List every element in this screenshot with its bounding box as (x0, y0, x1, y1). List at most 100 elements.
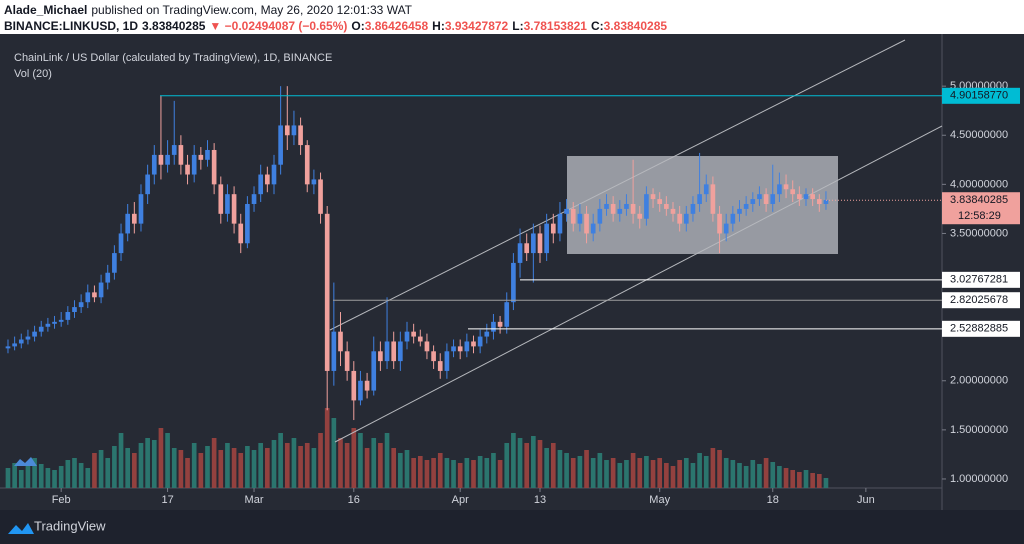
price-level-label: 2.82025678 (950, 294, 1008, 306)
candle-body (85, 292, 91, 303)
volume-bar (797, 472, 802, 488)
candle-body (610, 203, 616, 214)
candle-body (278, 125, 283, 165)
candle-body (763, 194, 769, 204)
chart-title: ChainLink / US Dollar (calculated by Tra… (14, 52, 332, 64)
volume-bar (225, 443, 230, 488)
candle-body (105, 272, 111, 283)
volume-bar (311, 448, 317, 488)
author[interactable]: Alade_Michael (4, 3, 88, 17)
volume-bar (570, 458, 576, 488)
volume-bar (12, 463, 17, 488)
candle-body (344, 351, 350, 371)
candle-body (5, 346, 11, 349)
volume-bar (763, 458, 769, 488)
candle-body (304, 145, 310, 185)
ohlc-label: H: (432, 19, 445, 33)
candle-body (351, 370, 357, 401)
candle-body (577, 213, 583, 224)
candle-body (823, 200, 829, 204)
volume-bar (637, 458, 643, 488)
volume-bar (171, 448, 177, 488)
volume-bar (723, 458, 729, 488)
volume-bar (743, 466, 749, 488)
candle-body (471, 341, 476, 347)
volume-bar (391, 448, 397, 488)
price-level-tag (942, 292, 1020, 309)
candle-body (38, 326, 44, 332)
volume-bar (78, 463, 84, 488)
candle-body (810, 194, 815, 200)
volume-bar (557, 450, 563, 488)
x-tick-label: May (649, 494, 670, 506)
candle-body (125, 213, 131, 234)
volume-bar (703, 456, 709, 488)
volume-bar (178, 450, 184, 488)
candle-body (98, 282, 104, 298)
published: published on TradingView.com, May 26, 20… (91, 3, 413, 17)
volume-bar (378, 443, 383, 488)
candle-body (783, 184, 789, 190)
candle-body (730, 213, 736, 224)
candle-body (517, 243, 523, 263)
volume-bar (537, 440, 543, 488)
candle-body (417, 336, 423, 342)
volume-bar (757, 464, 762, 488)
volume-bar (431, 458, 436, 488)
last: 3.83840285 (142, 19, 206, 33)
candle-body (52, 321, 57, 324)
candle-body (617, 208, 623, 214)
brand[interactable]: TradingView (34, 518, 106, 533)
chart: ChainLink / US Dollar (calculated by Tra… (0, 34, 1024, 544)
candle-body (531, 233, 536, 254)
volume-bar (417, 456, 423, 488)
ohlc-value: 3.83840285 (603, 19, 668, 33)
volume-bar (650, 460, 656, 488)
candle-body (245, 203, 250, 244)
candle-body (550, 223, 556, 234)
volume-icon (14, 457, 37, 466)
volume-bar (364, 448, 370, 488)
volume-bar (58, 466, 64, 488)
candle-body (371, 351, 377, 391)
candle-body (58, 319, 64, 322)
volume-bar (324, 408, 330, 488)
volume-bar (278, 433, 283, 488)
candle-body (504, 302, 510, 327)
candle-body (251, 194, 257, 204)
candle-body (444, 351, 450, 371)
volume-bar (298, 446, 303, 488)
candle-body (198, 154, 204, 160)
price-level-label: 3.02767281 (950, 274, 1008, 286)
candles (5, 86, 829, 421)
y-tick-label: 1.00000000 (950, 473, 1008, 485)
candle-body (524, 243, 530, 254)
volume-bar (517, 438, 523, 488)
candle-body (12, 343, 17, 347)
volume-bar (45, 468, 51, 488)
candle-body (723, 223, 729, 234)
candle-body (225, 194, 230, 214)
candle-body (683, 213, 689, 224)
candle-body (218, 184, 224, 214)
candle-body (92, 292, 97, 298)
volume-bar (544, 448, 549, 488)
volume-bar (65, 460, 71, 488)
volume-bar (211, 438, 217, 488)
volume-bar (491, 453, 496, 488)
volume-bar (604, 460, 609, 488)
candle-body (777, 184, 782, 195)
channel-line (334, 125, 943, 443)
volume-bar (218, 450, 224, 488)
candle-body (65, 312, 71, 320)
volume-bar (25, 466, 31, 488)
candle-body (132, 213, 137, 224)
volume-bar (38, 464, 44, 488)
candle-body (484, 331, 490, 337)
x-tick-label: 13 (534, 494, 546, 506)
candle-body (710, 184, 716, 214)
candle-body (537, 233, 543, 254)
candle-body (816, 199, 822, 204)
candle-body (697, 194, 702, 204)
ohlc-label: C: (590, 19, 604, 33)
